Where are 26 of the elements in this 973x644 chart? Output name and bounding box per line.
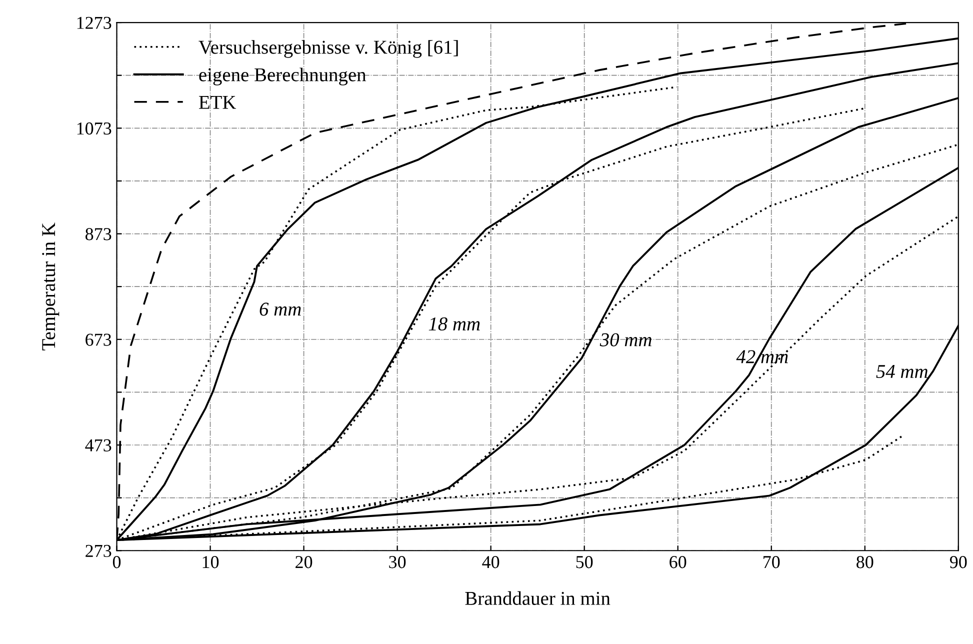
y-tick-label: 873: [86, 228, 112, 240]
x-tick-label: 50: [576, 556, 593, 568]
x-tick-label: 90: [950, 556, 967, 568]
annotation: 6 mm: [260, 302, 301, 316]
y-tick-label: 1273: [77, 16, 112, 29]
x-tick-label: 30: [389, 556, 406, 568]
y-tick-label: 273: [86, 544, 112, 558]
x-tick-label: 0: [112, 556, 121, 568]
y-tick-label: 673: [86, 334, 112, 346]
x-tick-label: 40: [482, 556, 500, 568]
annotation: 54 mm: [876, 365, 928, 378]
x-axis-title: Branddauer in min: [465, 591, 610, 605]
annotation: 18 mm: [428, 317, 480, 331]
x-tick-label: 20: [296, 556, 312, 568]
x-tick-label: 70: [764, 556, 780, 568]
legend-label: ETK: [198, 96, 236, 109]
x-tick-label: 10: [202, 556, 219, 568]
x-tick-label: 80: [856, 556, 874, 568]
x-tick-label: 60: [670, 556, 686, 568]
legend-label: eigene Berechnungen: [199, 68, 366, 86]
y-axis-title: Temperatur in K: [42, 222, 60, 350]
y-tick-label: 473: [85, 439, 112, 452]
y-tick-label: 1073: [77, 122, 112, 135]
annotation: 42 mm: [736, 350, 788, 364]
annotation: 30 mm: [600, 333, 652, 346]
legend-label: Versuchsergebnisse v. König [61]: [198, 40, 458, 58]
